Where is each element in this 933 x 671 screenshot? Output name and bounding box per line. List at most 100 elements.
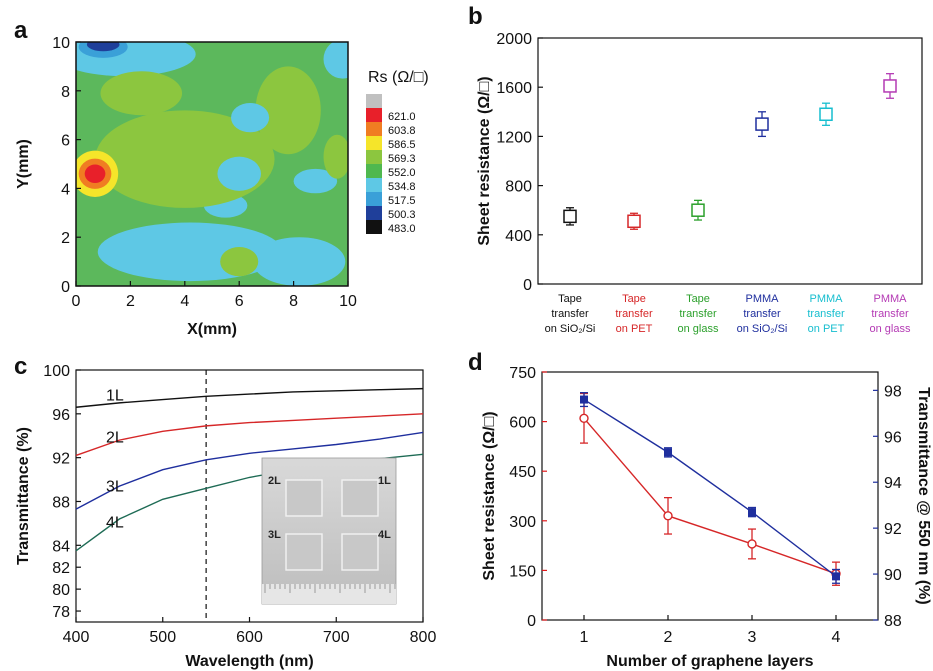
plot-frame-b — [537, 37, 923, 285]
y-axis-title: Y(mm) — [15, 139, 32, 189]
heatmap-region — [323, 134, 348, 179]
y2-axis-title: Transmittance @ 550 nm (%) — [915, 387, 932, 604]
legend-swatch — [366, 136, 382, 150]
panel-letter-d: d — [468, 349, 483, 376]
heatmap-region — [293, 168, 338, 194]
legend-swatch — [366, 150, 382, 164]
legend-swatch — [366, 206, 382, 220]
data-point — [563, 209, 577, 224]
category-label: on glass — [678, 323, 719, 335]
y2-tick-label: 88 — [884, 613, 902, 630]
y-tick-label: 400 — [505, 228, 532, 245]
y-tick-label: 96 — [52, 407, 70, 424]
y-tick-label: 0 — [527, 613, 536, 630]
data-point — [748, 508, 756, 517]
x-tick-label: 800 — [410, 629, 437, 646]
series-label: 1L — [106, 388, 124, 405]
heatmap-region — [252, 237, 346, 286]
heatmap-region — [323, 42, 348, 79]
data-point — [663, 511, 673, 521]
y-tick-label: 300 — [509, 514, 536, 531]
category-label: Tape — [622, 293, 646, 305]
y-tick-label: 800 — [505, 179, 532, 196]
data-point — [832, 572, 840, 581]
legend-label: 534.8 — [388, 181, 416, 193]
category-label: on glass — [870, 323, 911, 335]
y-tick-label: 82 — [52, 560, 70, 577]
inset-label: 1L — [378, 475, 391, 487]
lines-c: 1L 2L 3L 4L — [75, 370, 424, 622]
x-tick-label: 1 — [580, 629, 589, 646]
category-label: Tape — [686, 293, 710, 305]
y-tick-label: 80 — [52, 582, 70, 599]
series-label: 3L — [106, 478, 124, 495]
legend-swatch — [366, 192, 382, 206]
category-label: PMMA — [874, 293, 908, 305]
inset-label: 3L — [268, 529, 281, 541]
x-tick-label: 4 — [180, 293, 189, 310]
heatmap-axes: 0 2 4 6 8 10 0 2 4 6 8 10 X(mm) Y(mm) — [15, 35, 357, 338]
legend-label: 586.5 — [388, 139, 416, 151]
inset-label: 2L — [268, 475, 281, 487]
graphene-sample — [285, 533, 323, 571]
y2-tick-label: 96 — [884, 429, 902, 446]
x-tick-label: 2 — [664, 629, 673, 646]
x-tick-label: 600 — [236, 629, 263, 646]
x-tick-label: 8 — [289, 293, 298, 310]
x-tick-label: 4 — [832, 629, 841, 646]
category-label: transfer — [679, 308, 717, 320]
data-point — [580, 395, 588, 404]
legend-label: 603.8 — [388, 125, 416, 137]
category-label: transfer — [807, 308, 845, 320]
heatmap-region — [100, 71, 183, 116]
legend-label: 483.0 — [388, 223, 416, 235]
sheet-resistance-transfer-chart: 0 400 800 1200 1600 2000 Sheet resistance (Ω/□… — [476, 31, 923, 335]
y-tick-label: 6 — [61, 133, 70, 150]
heatmap-region — [255, 66, 321, 155]
heatmap-region — [231, 103, 270, 133]
y-axis-title: Transmittance (%) — [15, 427, 32, 565]
axes-b: 0 400 800 1200 1600 2000 Sheet resistance (Ω/□… — [476, 31, 911, 335]
heatmap-region — [217, 156, 261, 191]
layers-dual-axis-chart: 1 2 3 4 0 150 300 450 600 750 88 90 92 94 96 98 Number o… — [481, 365, 932, 670]
y-tick-label: 84 — [52, 538, 70, 555]
data-point — [747, 539, 757, 549]
data-point — [691, 203, 705, 217]
panel-letter-a: a — [14, 17, 28, 44]
data-point — [883, 79, 897, 93]
y-tick-label: 92 — [52, 451, 70, 468]
y-tick-label: 8 — [61, 84, 70, 101]
series-label: 2L — [106, 429, 124, 446]
x-tick-label: 2 — [126, 293, 135, 310]
heatmap-legend: Rs (Ω/□) 621.0 603.8 586.5 569.3 552.0 534.8 51… — [366, 69, 429, 235]
x-tick-label: 0 — [72, 293, 81, 310]
heatmap-frame — [75, 41, 349, 287]
data-point — [579, 413, 589, 423]
graphene-sample — [285, 479, 323, 517]
category-label: Tape — [558, 293, 582, 305]
y2-tick-label: 90 — [884, 567, 902, 584]
heatmap-region — [97, 222, 283, 282]
ruler — [262, 584, 396, 604]
series-line — [583, 398, 837, 577]
x-axis-title: Wavelength (nm) — [185, 653, 313, 670]
category-label: transfer — [743, 308, 781, 320]
y-tick-label: 78 — [52, 604, 70, 621]
legend-label: 500.3 — [388, 209, 416, 221]
y-tick-label: 88 — [52, 494, 70, 511]
x-tick-label: 700 — [323, 629, 350, 646]
heatmap-region — [86, 42, 120, 52]
y-tick-label: 750 — [509, 365, 536, 382]
series-line — [75, 431, 424, 510]
plot-frame-d — [541, 371, 879, 621]
y2-tick-label: 94 — [884, 475, 902, 492]
y-tick-label: 0 — [61, 279, 70, 296]
panel-letter-b: b — [468, 3, 483, 30]
x-axis-title: X(mm) — [187, 321, 237, 338]
y-tick-label: 1200 — [496, 129, 532, 146]
heatmap-region — [84, 164, 106, 184]
data-point — [627, 214, 641, 229]
graphene-sample — [341, 533, 379, 571]
inset-label: 4L — [378, 529, 391, 541]
